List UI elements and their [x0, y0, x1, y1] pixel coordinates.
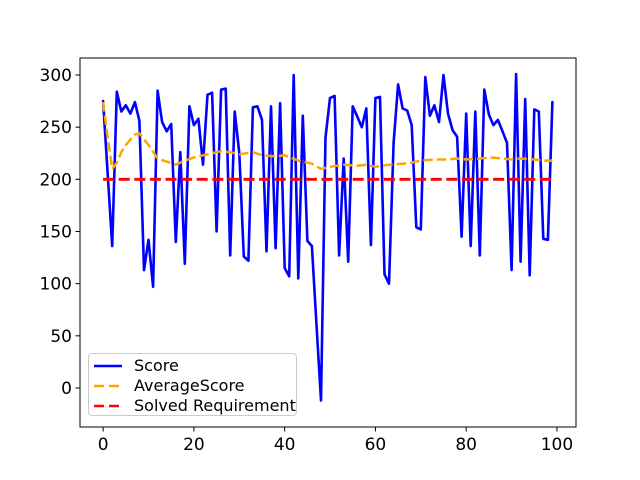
y-tick-label: 300: [40, 66, 72, 86]
y-tick-label: 0: [61, 379, 72, 399]
legend-label-score: Score: [134, 356, 179, 375]
legend: Score AverageScore Solved Requirement: [88, 353, 297, 416]
solved-requirement-line-sample: [94, 404, 122, 408]
x-tick-label: 100: [541, 435, 573, 455]
legend-label-average-score: AverageScore: [134, 376, 245, 395]
x-tick-label: 20: [183, 435, 205, 455]
y-tick-label: 100: [40, 275, 72, 295]
score-line-sample: [94, 364, 122, 368]
legend-item-solved-requirement: Solved Requirement: [89, 396, 296, 416]
legend-item-score: Score: [89, 356, 296, 376]
axes-frame: [79, 57, 577, 428]
x-tick-label: 0: [98, 435, 109, 455]
x-tick-label: 40: [274, 435, 296, 455]
y-tick-label: 150: [40, 222, 72, 242]
legend-label-solved-requirement: Solved Requirement: [134, 396, 296, 415]
x-tick-label: 80: [455, 435, 477, 455]
average-score-line: [101, 101, 553, 171]
average-score-line-sample: [94, 384, 122, 388]
y-tick-label: 250: [40, 118, 72, 138]
y-tick-label: 50: [50, 327, 72, 347]
legend-item-average-score: AverageScore: [89, 376, 296, 396]
y-tick-label: 200: [40, 170, 72, 190]
score-line: [101, 72, 554, 402]
x-tick-label: 60: [365, 435, 387, 455]
